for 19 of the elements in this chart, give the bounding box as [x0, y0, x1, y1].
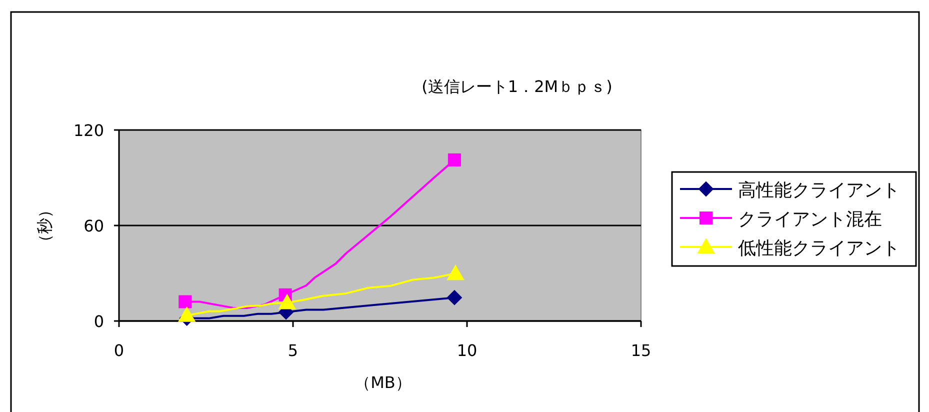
- y-tick-label: 120: [73, 121, 104, 140]
- y-tick-label: 60: [84, 216, 104, 236]
- y-tick-label: 0: [94, 312, 104, 331]
- legend-label: クライアント混在: [738, 209, 882, 230]
- legend-label: 高性能クライアント: [738, 180, 900, 201]
- point: [178, 306, 196, 322]
- point: [446, 290, 462, 306]
- point: [178, 295, 192, 308]
- point: [448, 153, 461, 166]
- chart-title: (送信レート1．2Mｂｐｓ): [422, 77, 612, 96]
- x-tick-label: 5: [288, 341, 298, 360]
- x-tick-label: 0: [114, 341, 124, 360]
- legend-label: 低性能クライアント: [738, 238, 900, 259]
- x-tick-label: 10: [456, 341, 478, 360]
- x-axis-title: （MB）: [354, 373, 412, 392]
- y-axis-title: （秒）: [35, 202, 54, 250]
- point: [278, 294, 296, 310]
- x-tick-label: 15: [630, 341, 652, 360]
- point: [447, 265, 464, 280]
